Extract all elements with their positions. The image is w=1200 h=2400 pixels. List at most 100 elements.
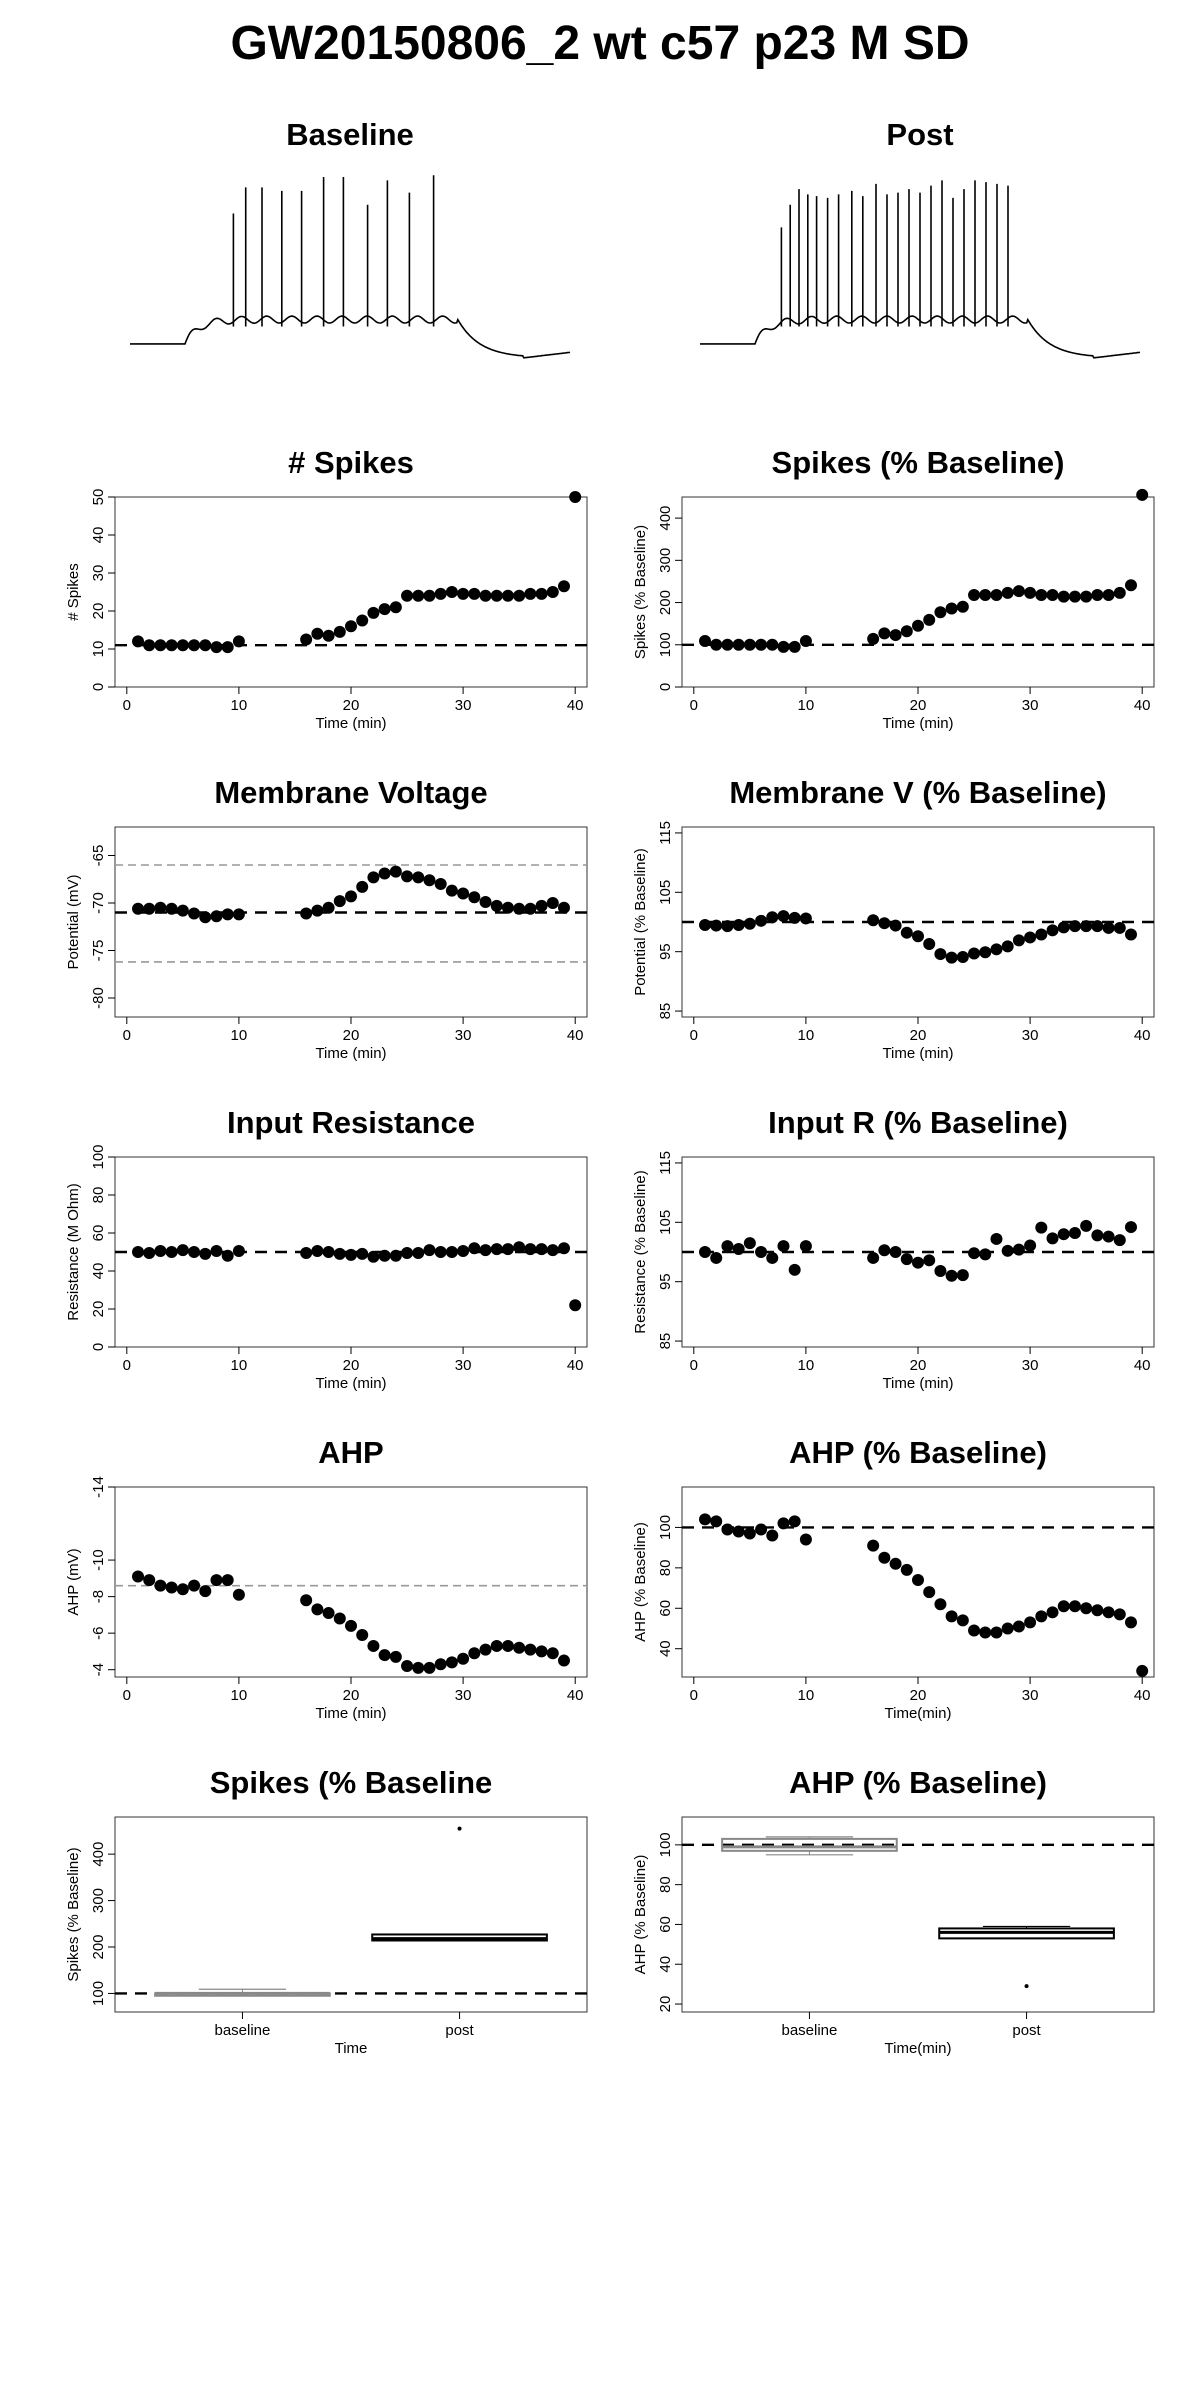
data-point (513, 589, 526, 602)
data-point (1012, 1620, 1025, 1633)
data-point (356, 614, 369, 627)
data-point (132, 1570, 145, 1583)
chart-membrane-voltage: Membrane Voltage 0 10 20 30 40 -80 -75 -70 -65 Tim… (65, 775, 588, 1062)
outlier-point (1024, 1984, 1029, 1989)
x-tick-label: 10 (231, 1027, 248, 1044)
data-point (322, 1607, 335, 1620)
data-point (799, 634, 812, 647)
data-point (956, 600, 969, 613)
data-point (221, 1249, 234, 1262)
data-point (732, 1525, 745, 1538)
data-point (569, 1299, 582, 1312)
y-tick-label: 100 (90, 1981, 107, 2006)
data-point (468, 1242, 481, 1255)
category-label: post (1012, 2022, 1041, 2039)
data-point (490, 1243, 503, 1256)
data-point (557, 1242, 570, 1255)
data-point (1024, 1616, 1037, 1629)
chart-spikes-pct: Spikes (% Baseline)0 10 20 30 40010020030040… (632, 445, 1155, 732)
data-point (490, 589, 503, 602)
outlier-point (457, 1826, 462, 1831)
data-point (934, 948, 947, 961)
y-tick-label: 40 (657, 1640, 674, 1657)
y-axis-label: Resistance (% Baseline) (632, 1170, 649, 1333)
category-label: baseline (214, 2022, 270, 2039)
chart-title: Post (886, 117, 953, 152)
data-point (154, 1245, 167, 1258)
data-point (1001, 1244, 1014, 1257)
data-point (710, 919, 723, 932)
data-point (1001, 940, 1014, 953)
x-axis-label: Time(min) (885, 1705, 952, 1722)
data-point (165, 639, 178, 652)
data-point (1057, 1228, 1070, 1241)
y-tick-label: -80 (90, 987, 107, 1009)
data-point (535, 1243, 548, 1256)
data-point (900, 926, 913, 939)
data-point (535, 587, 548, 600)
x-tick-label: 0 (690, 1027, 698, 1044)
y-axis-label: AHP (% Baseline) (632, 1522, 649, 1642)
y-axis-label: Potential (mV) (65, 874, 82, 969)
y-tick-label: 40 (90, 527, 107, 544)
data-point (479, 1244, 492, 1257)
x-axis-label: Time (335, 2040, 368, 2057)
data-point (1113, 1234, 1126, 1247)
data-point (990, 588, 1003, 601)
x-tick-label: 40 (1134, 697, 1151, 714)
data-point (923, 1254, 936, 1267)
data-point (912, 619, 924, 632)
data-point (210, 910, 223, 923)
data-point (1124, 579, 1137, 592)
y-tick-label: 85 (657, 1333, 674, 1350)
x-axis-label: Time (min) (315, 1045, 386, 1062)
data-point (956, 1269, 969, 1282)
data-point (389, 601, 402, 614)
data-point (743, 638, 756, 651)
data-point (333, 1612, 346, 1625)
data-point (188, 1246, 201, 1258)
data-point (732, 1243, 745, 1256)
data-point (766, 1529, 779, 1542)
data-point (799, 912, 812, 925)
x-tick-label: 20 (910, 1027, 927, 1044)
data-point (457, 1652, 470, 1665)
data-point (699, 1246, 712, 1258)
data-point (199, 1585, 212, 1598)
x-tick-label: 20 (343, 1357, 360, 1374)
data-point (311, 1245, 324, 1258)
data-point (322, 901, 335, 914)
data-point (188, 1579, 201, 1592)
data-point (423, 589, 436, 602)
data-point (412, 589, 425, 602)
data-point (979, 1248, 992, 1261)
data-point (423, 1661, 436, 1674)
data-point (968, 947, 981, 960)
data-point (1124, 1221, 1137, 1234)
data-point (468, 1647, 481, 1660)
data-point (513, 1241, 526, 1254)
x-axis-label: Time (min) (315, 1375, 386, 1392)
data-point (445, 884, 458, 897)
x-tick-label: 0 (690, 1687, 698, 1704)
chart-title: AHP (318, 1435, 383, 1470)
data-point (188, 639, 201, 652)
data-point (188, 907, 201, 920)
data-point (1001, 586, 1014, 599)
data-point (132, 635, 145, 648)
data-point (445, 1246, 458, 1258)
data-point (389, 1650, 402, 1663)
data-point (923, 613, 936, 626)
data-point (721, 638, 734, 651)
data-point (889, 1246, 902, 1258)
x-axis-label: Time (min) (882, 1045, 953, 1062)
data-point (979, 946, 992, 959)
data-point (468, 891, 481, 904)
data-point (867, 914, 880, 927)
data-point (524, 902, 537, 915)
data-point (300, 1594, 313, 1607)
data-point (401, 1660, 414, 1673)
chart-title: Membrane Voltage (214, 775, 487, 810)
x-axis-label: Time(min) (885, 2040, 952, 2057)
data-point (934, 606, 947, 619)
